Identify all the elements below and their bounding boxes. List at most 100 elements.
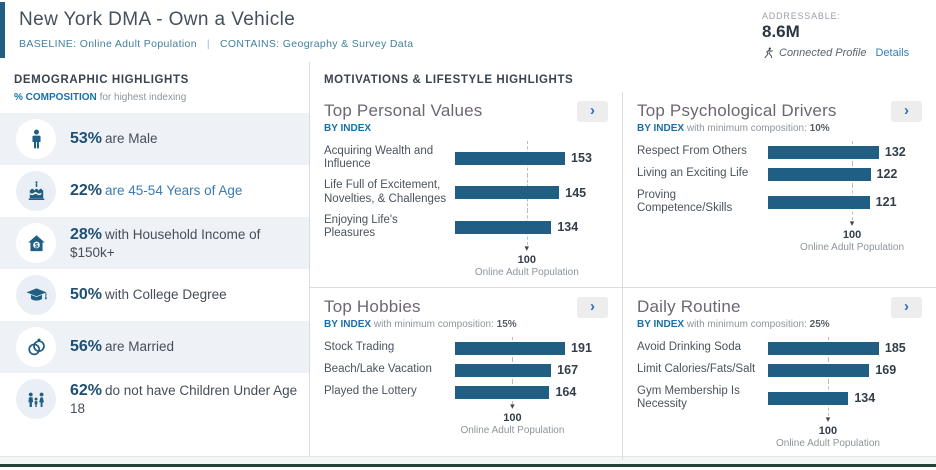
baseline-arrow-icon: ▾ [524, 242, 530, 253]
bar-value: 153 [571, 151, 592, 166]
card-top-personal-values: Top Personal Values › BY INDEX Acquiring… [310, 92, 623, 288]
baseline-label: Online Adult Population [800, 241, 905, 253]
bar-chart: Stock Trading 191 Beach/Lake Vacation 167 Pl… [324, 336, 608, 443]
bar [768, 363, 870, 377]
bar [454, 385, 550, 399]
demographic-label: do not have Children Under Age 18 [70, 382, 298, 416]
chart-row: Gym Membership Is Necessity 134 [637, 380, 922, 417]
header-meta: BASELINE: Online Adult Population | CONTAI… [19, 38, 413, 50]
motivations-panel: MOTIVATIONS & LIFESTYLE HIGHLIGHTS Top P… [310, 62, 936, 460]
demographic-label: with Household Income of $150k+ [70, 226, 261, 260]
demographic-label: are Male [105, 131, 158, 146]
card-subtitle: BY INDEX with minimum composition: 10% [637, 123, 830, 134]
addressable-label: ADDRESSABLE: [762, 11, 841, 21]
expand-card-button[interactable]: › [577, 101, 608, 122]
bar-label: Proving Competence/Skills [637, 188, 733, 215]
bar-value: 169 [875, 363, 897, 377]
card-top-psychological-drivers: Top Psychological Drivers › BY INDEX wit… [623, 92, 936, 288]
chart-row: Life Full of Excitement, Novelties, & Ch… [324, 175, 608, 211]
demographic-text: 50% with College Degree [70, 285, 227, 305]
expand-card-button[interactable]: › [891, 297, 922, 318]
bar-label: Living an Exciting Life [637, 167, 749, 180]
chart-row: Proving Competence/Skills 121 [637, 184, 922, 221]
expand-card-button[interactable]: › [891, 101, 922, 122]
chart-row: Respect From Others 132 [637, 140, 922, 164]
card-top-hobbies: Top Hobbies › BY INDEX with minimum comp… [310, 288, 623, 460]
wedding-rings-icon [16, 327, 56, 367]
addressable-block: ADDRESSABLE: 8.6M Connected Profile Deta… [762, 9, 922, 62]
bar-value: 121 [875, 195, 897, 210]
demographic-item: 50% with College Degree [0, 269, 309, 321]
chart-row: Avoid Drinking Soda 185 [637, 336, 922, 360]
expand-card-button[interactable]: › [577, 297, 608, 318]
baseline-text: BASELINE: Online Adult Population [19, 38, 197, 50]
baseline-arrow-icon: ▾ [510, 401, 515, 411]
bar-label: Limit Calories/Fats/Salt [637, 363, 756, 376]
bar-label: Acquiring Wealth and Influence [324, 144, 434, 171]
chart-axis: ▾ 100 Online Adult Population [637, 218, 922, 260]
bar-value: 167 [557, 363, 579, 377]
card-title: Top Personal Values [324, 101, 483, 120]
demographic-value: 62% [70, 381, 103, 399]
chart-row: Living an Exciting Life 122 [637, 162, 922, 186]
bar [768, 195, 870, 209]
graduation-cap-icon [16, 275, 56, 315]
bar-value: 191 [571, 341, 592, 355]
chevron-right-icon: › [904, 102, 909, 119]
demographics-list: 53% are Male 22% are 45-54 Years of Age $28%… [0, 113, 309, 425]
demographic-value: 56% [70, 338, 103, 355]
demographic-item: 56% are Married [0, 321, 309, 373]
chart-row: Enjoying Life's Pleasures 134 [324, 209, 608, 246]
demographics-subtitle: % COMPOSITION for highest indexing [14, 92, 187, 103]
bar [454, 151, 566, 165]
chart-row: Played the Lottery 164 [324, 380, 608, 404]
demographic-text: 62% do not have Children Under Age 18 [70, 381, 301, 418]
bar [768, 391, 849, 405]
card-subtitle: BY INDEX with minimum composition: 25% [637, 319, 830, 330]
page-header: New York DMA - Own a Vehicle BASELINE: O… [0, 0, 936, 62]
bar [768, 145, 879, 159]
demographic-text: 53% are Male [70, 129, 158, 149]
bar-value: 145 [565, 185, 587, 200]
contains-text: CONTAINS: Geography & Survey Data [219, 38, 414, 50]
baseline-label: Online Adult Population [776, 437, 880, 449]
bar-label: Gym Membership Is Necessity [637, 384, 740, 411]
demographics-panel: DEMOGRAPHIC HIGHLIGHTS % COMPOSITION for… [0, 62, 310, 456]
chart-row: Beach/Lake Vacation 167 [324, 358, 608, 382]
connected-profile-label: Connected Profile [779, 47, 867, 59]
card-title: Top Psychological Drivers [637, 101, 837, 120]
demographic-item: 22% are 45-54 Years of Age [0, 165, 309, 217]
bar-value: 132 [884, 145, 906, 159]
bar-value: 122 [876, 167, 898, 181]
baseline-value: 100 [503, 412, 522, 424]
header-left: New York DMA - Own a Vehicle BASELINE: O… [19, 9, 413, 62]
baseline-label: Online Adult Population [460, 425, 565, 436]
page-title: New York DMA - Own a Vehicle [19, 9, 296, 30]
baseline-value: 100 [818, 424, 838, 437]
bar-label: Respect From Others [637, 145, 747, 158]
chart-row: Stock Trading 191 [324, 336, 608, 360]
demographic-value: 53% [70, 130, 103, 147]
bar-label: Stock Trading [324, 341, 395, 354]
bar-label: Life Full of Excitement, Novelties, & Ch… [324, 179, 447, 205]
bar-label: Beach/Lake Vacation [324, 363, 432, 376]
house-income-icon: $ [16, 223, 56, 263]
svg-text:$: $ [34, 242, 38, 249]
page-bottom-strip [0, 456, 936, 470]
demographic-text: 22% are 45-54 Years of Age [70, 181, 242, 201]
bar-value: 134 [557, 220, 579, 235]
demographic-text: 56% are Married [70, 337, 174, 357]
bar [768, 167, 871, 181]
baseline-arrow-icon: ▾ [849, 217, 855, 228]
demographic-label: are 45-54 Years of Age [105, 183, 243, 198]
chart-row: Acquiring Wealth and Influence 153 [324, 140, 608, 177]
card-subtitle: BY INDEX [324, 123, 372, 134]
meta-separator: | [206, 38, 210, 50]
cards-grid: Top Personal Values › BY INDEX Acquiring… [310, 92, 936, 460]
bar-value: 185 [884, 341, 906, 355]
bar-value: 134 [854, 391, 876, 406]
bar-value: 164 [555, 385, 577, 399]
demographic-value: 22% [70, 182, 103, 199]
details-link[interactable]: Details [875, 47, 910, 59]
demographic-label: are Married [105, 339, 175, 354]
